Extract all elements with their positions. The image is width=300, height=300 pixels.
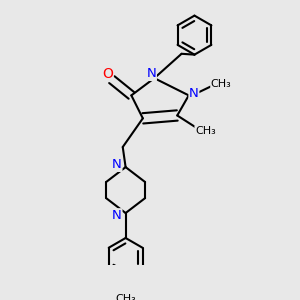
Text: CH₃: CH₃ (211, 79, 232, 89)
Text: CH₃: CH₃ (195, 126, 216, 136)
Text: N: N (189, 87, 199, 101)
Text: N: N (112, 158, 122, 171)
Text: CH₃: CH₃ (115, 293, 136, 300)
Text: O: O (102, 68, 113, 81)
Text: N: N (112, 209, 122, 222)
Text: N: N (147, 68, 156, 80)
